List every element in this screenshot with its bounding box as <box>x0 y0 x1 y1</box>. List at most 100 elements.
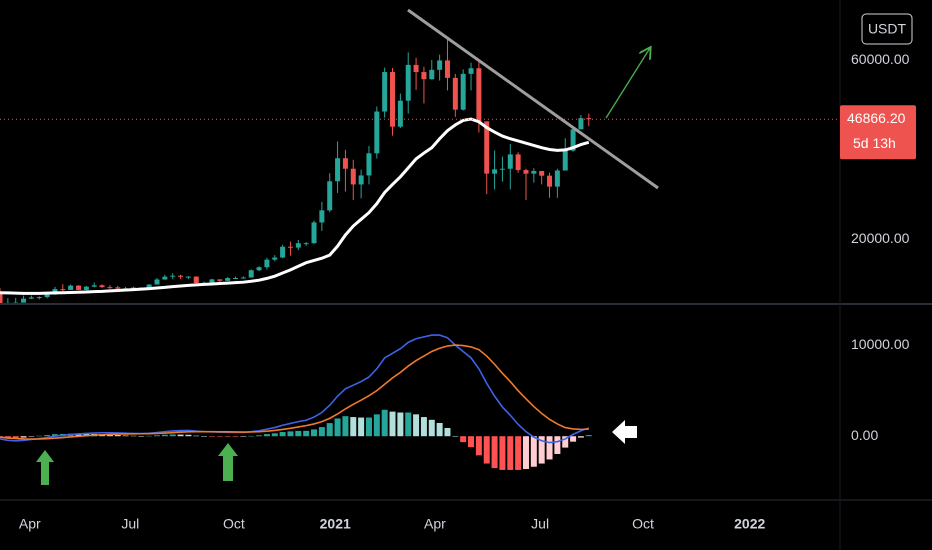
histogram-bar <box>263 434 270 437</box>
y-tick-label: 20000.00 <box>851 230 910 246</box>
candle-body <box>76 285 82 290</box>
histogram-bar <box>483 436 490 464</box>
candle-body <box>452 77 458 110</box>
candle-body <box>209 279 215 283</box>
moving-average <box>0 117 590 295</box>
last-price-label: 46866.20 <box>847 110 906 126</box>
histogram-bar <box>51 434 58 437</box>
candle-body <box>287 246 293 248</box>
candle-body <box>562 150 568 171</box>
histogram-bar <box>177 434 184 437</box>
candle-body <box>295 243 301 248</box>
x-tick-label: 2022 <box>734 516 765 532</box>
macd-line <box>0 344 589 440</box>
histogram-bar <box>122 435 129 437</box>
histogram-bar <box>554 436 561 454</box>
histogram-bar <box>389 411 396 437</box>
candle-body <box>350 168 356 185</box>
histogram-bar <box>475 436 482 456</box>
axes: Apr Jul Oct 2021 Apr Jul Oct 2022 20000.00 60000.… <box>19 51 910 532</box>
histogram-bar <box>44 435 51 437</box>
candle-body <box>358 175 364 185</box>
histogram-bar <box>193 435 200 437</box>
candle-body <box>570 129 576 151</box>
candle-body <box>264 259 270 268</box>
price-pane <box>0 38 592 303</box>
histogram-bar <box>460 436 467 443</box>
candle-body <box>578 118 584 130</box>
histogram-bar <box>436 423 443 437</box>
candle-body <box>342 158 348 169</box>
histogram-bar <box>365 417 372 437</box>
candle-body <box>21 298 27 303</box>
histogram-bar <box>397 412 404 437</box>
candle-body <box>554 170 560 187</box>
candle-body <box>405 64 411 101</box>
histogram-bar <box>350 417 357 437</box>
histogram-bar <box>538 436 545 464</box>
macd-pane <box>0 334 592 470</box>
candle-body <box>476 68 482 122</box>
candle-body <box>523 170 529 174</box>
histogram-bar <box>577 436 584 438</box>
candle-body <box>256 267 262 271</box>
x-tick-label: Apr <box>424 516 446 532</box>
candle-body <box>83 286 89 290</box>
y-tick-label: 60000.00 <box>851 51 910 67</box>
candle-body <box>272 257 278 260</box>
countdown: 5d 13h <box>853 135 896 151</box>
candle-body <box>421 72 427 80</box>
histogram-bar <box>185 434 192 437</box>
candle-body <box>115 287 121 289</box>
x-tick-label: Oct <box>632 516 654 532</box>
histogram-bar <box>161 434 168 437</box>
histogram-bar <box>507 436 514 470</box>
candle-body <box>429 69 435 80</box>
candle-body <box>13 302 19 303</box>
x-tick-label: Jul <box>121 516 139 532</box>
candle-body <box>507 154 513 169</box>
histogram-bar <box>585 435 592 437</box>
candle-body <box>107 287 113 289</box>
histogram-bar <box>342 416 349 437</box>
histogram-bar <box>271 433 278 437</box>
candle-body <box>170 275 176 277</box>
histogram-bar <box>216 436 223 437</box>
histogram-bar <box>287 431 294 437</box>
candle-body <box>468 68 474 74</box>
candle-body <box>311 222 317 244</box>
up-arrow <box>36 450 54 485</box>
currency-box[interactable] <box>861 13 913 45</box>
y-tick-label: 0.00 <box>851 427 878 443</box>
up-arrow <box>218 443 238 481</box>
histogram-bar <box>130 435 137 437</box>
histogram-bar <box>491 436 498 469</box>
candle-body <box>397 100 403 127</box>
left-arrow <box>612 420 637 444</box>
candle-body <box>335 158 341 182</box>
histogram-bar <box>256 435 263 437</box>
candle-body <box>162 276 168 280</box>
trend-line <box>407 8 659 190</box>
x-tick-label: Oct <box>223 516 245 532</box>
histogram-bar <box>311 429 318 437</box>
candle-body <box>233 278 239 280</box>
histogram-bar <box>373 414 380 437</box>
histogram-bar <box>232 436 239 437</box>
histogram-bar <box>154 435 161 437</box>
candle-body <box>28 297 34 299</box>
candle-body <box>225 278 231 281</box>
histogram-bar <box>208 436 215 437</box>
candle-body <box>366 153 372 176</box>
candle-body <box>185 276 191 278</box>
candle-body <box>374 111 380 154</box>
candle-body <box>240 277 246 279</box>
candle-body <box>60 289 66 291</box>
histogram-bar <box>75 433 82 437</box>
histogram-bar <box>224 436 231 437</box>
candle-body <box>515 154 521 171</box>
candle-body <box>68 285 74 290</box>
histogram-bar <box>530 436 537 467</box>
